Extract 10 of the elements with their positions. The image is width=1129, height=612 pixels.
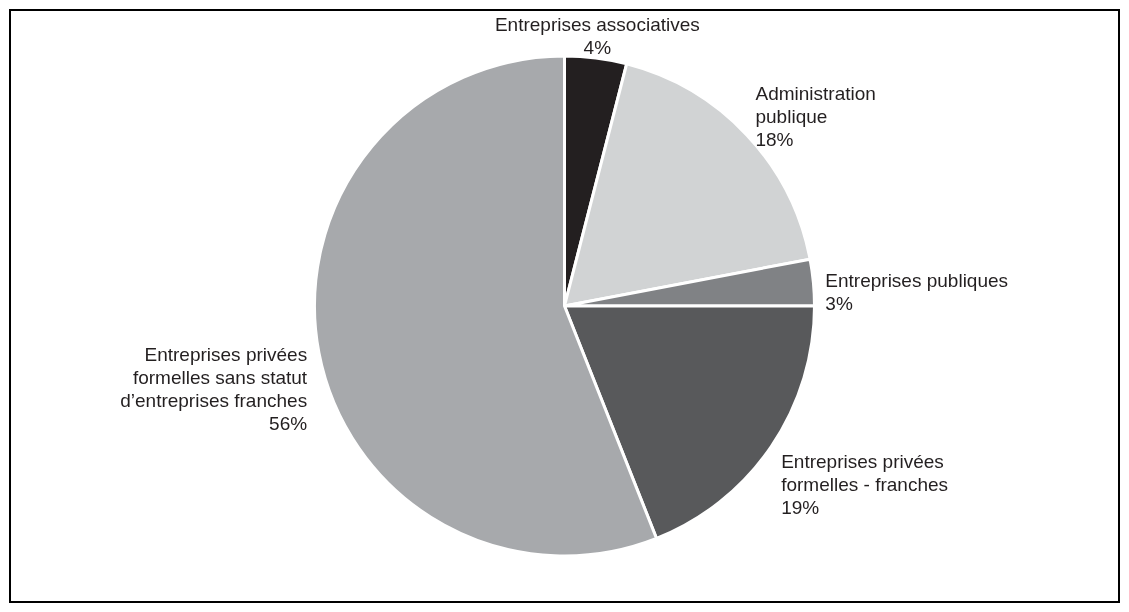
slice-label: Entreprises privées formelles - franches [781,451,949,496]
data-label: 19% [781,497,820,519]
data-label: 56% [269,413,308,435]
data-label: 4% [583,36,612,58]
slice-label: Entreprises publiques [825,270,1009,292]
slice-label: Entreprises privées formelles sans statut d’entreprises franches [120,344,308,412]
slice-label: Entreprises associatives [494,13,700,35]
slice-label: Administration publique [755,82,876,127]
data-label: 18% [755,128,794,150]
data-label: 3% [825,293,853,315]
